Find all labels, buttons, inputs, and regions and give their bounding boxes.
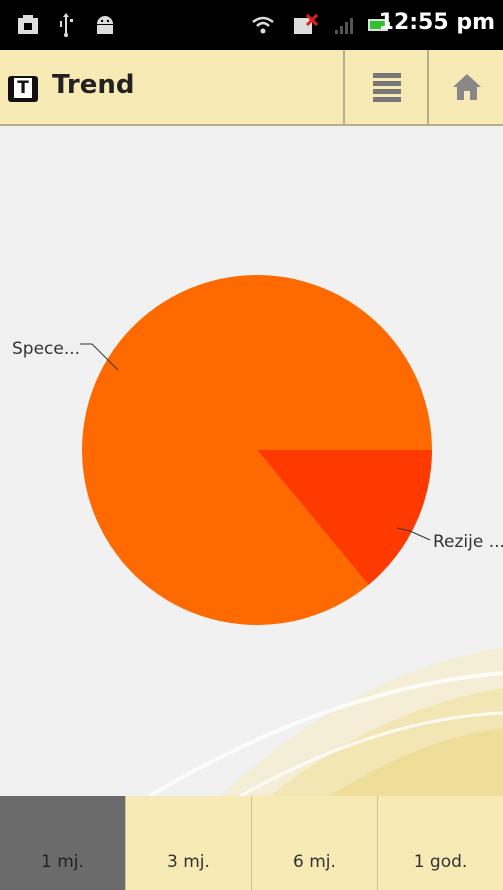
tab-1-year[interactable]: 1 god. bbox=[377, 796, 503, 890]
status-bar: 12:55 pm bbox=[0, 0, 503, 50]
chart-area: Spece... Rezije ... bbox=[0, 128, 503, 796]
app-logo-icon: T bbox=[8, 76, 38, 102]
android-debug-icon bbox=[92, 13, 118, 37]
period-tabs: 1 mj. 3 mj. 6 mj. 1 god. bbox=[0, 796, 503, 890]
pie-label-1: Rezije ... bbox=[433, 532, 503, 552]
media-icon bbox=[16, 13, 40, 37]
tab-6-months[interactable]: 6 mj. bbox=[251, 796, 377, 890]
tab-3-months[interactable]: 3 mj. bbox=[125, 796, 251, 890]
battery-icon bbox=[366, 13, 392, 37]
tab-1-month[interactable]: 1 mj. bbox=[0, 796, 125, 890]
page-title: Trend bbox=[52, 70, 135, 100]
action-bar: T Trend bbox=[0, 50, 503, 126]
signal-icon bbox=[333, 13, 357, 37]
pie-slice-1 bbox=[257, 450, 432, 585]
home-icon bbox=[453, 74, 481, 100]
menu-button[interactable] bbox=[343, 50, 429, 124]
status-time: 12:55 pm bbox=[378, 10, 495, 35]
pie-label-0: Spece... bbox=[12, 339, 80, 359]
list-icon bbox=[373, 73, 401, 102]
usb-icon bbox=[56, 13, 76, 37]
pie-chart: Spece... Rezije ... bbox=[12, 275, 503, 625]
pie-leader-line-0 bbox=[80, 343, 119, 371]
notification-error-icon bbox=[292, 13, 320, 37]
pie-leader-line-1 bbox=[396, 527, 431, 541]
background-swirl bbox=[148, 648, 503, 796]
app-logo-letter: T bbox=[14, 78, 32, 98]
home-button[interactable] bbox=[427, 50, 503, 124]
wifi-icon bbox=[250, 13, 276, 37]
